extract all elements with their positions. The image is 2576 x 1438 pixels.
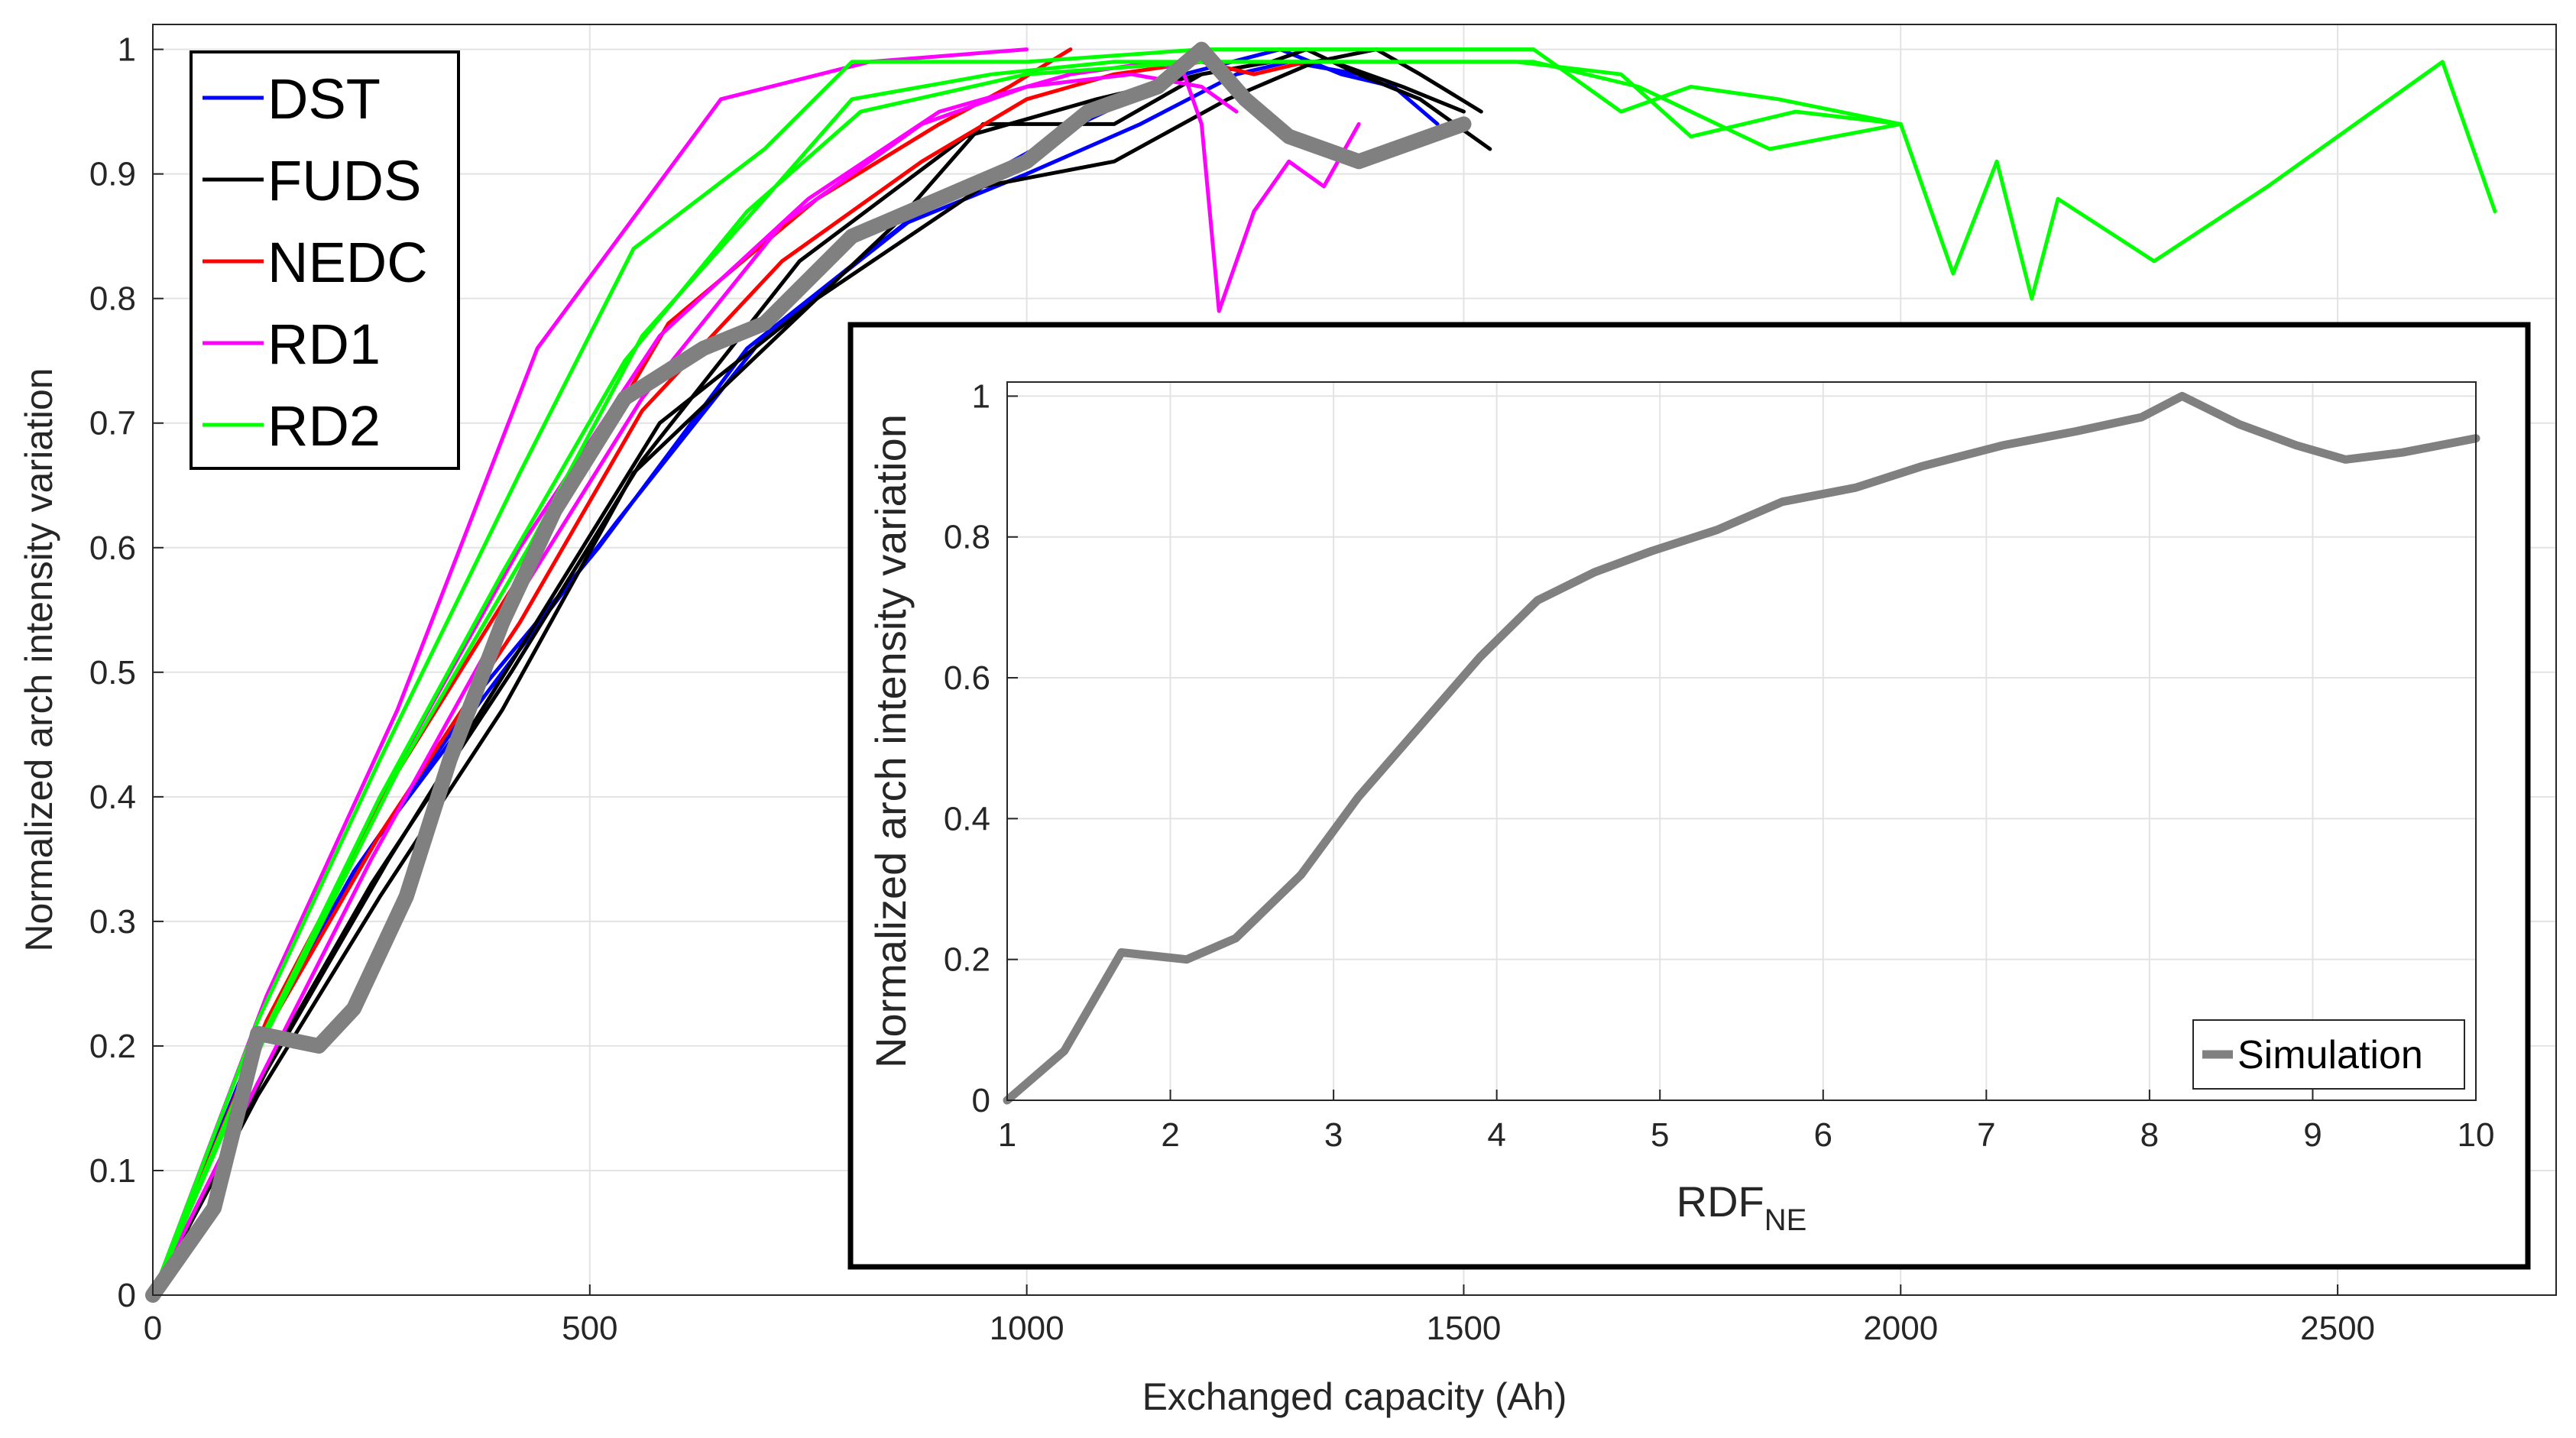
main-series-layer bbox=[145, 41, 2497, 1303]
main-y-tick-label: 0.3 bbox=[89, 903, 136, 941]
inset-y-tick-label: 0.8 bbox=[944, 519, 990, 556]
inset-x-tick-label: 4 bbox=[1487, 1116, 1505, 1154]
main-legend: DST FUDS NEDC RD1 RD2 bbox=[190, 50, 460, 470]
inset-x-axis-label: RDFNE bbox=[1677, 1177, 1807, 1237]
inset-series-layer bbox=[1003, 391, 2480, 1105]
legend-label-fuds: FUDS bbox=[267, 149, 421, 212]
series-line-rd2 bbox=[151, 47, 2497, 1297]
inset-y-tick-label: 0 bbox=[972, 1082, 990, 1119]
legend-label-nedc: NEDC bbox=[267, 231, 428, 294]
inset-x-tick-label: 6 bbox=[1814, 1116, 1832, 1154]
main-x-axis-label: Exchanged capacity (Ah) bbox=[1142, 1375, 1567, 1418]
inset-x-tick-label: 10 bbox=[2458, 1116, 2495, 1154]
main-y-tick-label: 0 bbox=[118, 1277, 136, 1314]
inset-box bbox=[847, 322, 2531, 1270]
inset-y-tick-label: 0.6 bbox=[944, 659, 990, 697]
main-y-tick-label: 0.9 bbox=[89, 156, 136, 193]
main-y-tick-label: 0.2 bbox=[89, 1028, 136, 1065]
inset-x-tick-label: 7 bbox=[1977, 1116, 1995, 1154]
inset-series-line-simulation bbox=[1003, 391, 2480, 1105]
main-x-tick-label: 500 bbox=[562, 1310, 617, 1347]
main-y-axis-label: Normalized arch intensity variation bbox=[18, 368, 60, 951]
main-x-tick-label: 0 bbox=[144, 1310, 162, 1347]
series-line-rd2-2 bbox=[151, 60, 1903, 1297]
series-line-simulation bbox=[145, 41, 1472, 1303]
main-x-tick-label: 2500 bbox=[2300, 1310, 2375, 1347]
main-y-tick-label: 1 bbox=[118, 31, 136, 69]
main-y-tick-label: 0.4 bbox=[89, 779, 136, 816]
main-y-tick-label: 0.8 bbox=[89, 280, 136, 318]
inset-x-tick-label: 5 bbox=[1651, 1116, 1669, 1154]
inset-x-tick-label: 1 bbox=[998, 1116, 1016, 1154]
main-ticks: 0 500 1000 1500 2000 2500 0 0.1 0.2 0.3 0.4 0.5 0.6 0… bbox=[89, 31, 2375, 1347]
inset-x-label-main: RDF bbox=[1677, 1177, 1764, 1226]
legend-label-rd1: RD1 bbox=[267, 313, 381, 376]
inset-x-label-subscript: NE bbox=[1764, 1203, 1807, 1237]
main-y-tick-label: 0.7 bbox=[89, 405, 136, 442]
inset-legend: Simulation bbox=[2192, 1019, 2465, 1090]
main-y-tick-label: 0.5 bbox=[89, 654, 136, 691]
inset-x-tick-label: 3 bbox=[1324, 1116, 1343, 1154]
inset-ticks: 1 2 3 4 5 6 7 8 9 10 0 0.2 0.4 0.6 0.8 1 bbox=[944, 377, 2495, 1154]
legend-label-rd2: RD2 bbox=[267, 394, 381, 458]
inset-y-tick-label: 1 bbox=[972, 377, 990, 415]
inset-y-tick-label: 0.2 bbox=[944, 941, 990, 979]
series-line-rd2-3 bbox=[151, 60, 1903, 1297]
series-line-rd1-3 bbox=[151, 72, 1239, 1297]
inset-x-tick-label: 8 bbox=[2140, 1116, 2159, 1154]
inset-x-tick-label: 2 bbox=[1161, 1116, 1179, 1154]
legend-label-dst: DST bbox=[267, 67, 381, 131]
main-x-tick-label: 1000 bbox=[990, 1310, 1064, 1347]
main-x-tick-label: 1500 bbox=[1427, 1310, 1502, 1347]
inset-plot: 1 2 3 4 5 6 7 8 9 10 0 0.2 0.4 0.6 0.8 1 RDFNE Normaliz… bbox=[847, 322, 2531, 1270]
inset-legend-box bbox=[2192, 1019, 2465, 1090]
main-x-tick-label: 2000 bbox=[1863, 1310, 1938, 1347]
main-plot-frame bbox=[152, 24, 2557, 1296]
inset-legend-label: Simulation bbox=[2237, 1033, 2423, 1077]
main-y-tick-label: 0.1 bbox=[89, 1152, 136, 1190]
main-y-tick-label: 0.6 bbox=[89, 530, 136, 567]
inset-plot-frame bbox=[1006, 381, 2477, 1101]
inset-y-axis-label: Normalized arch intensity variation bbox=[867, 414, 915, 1068]
inset-x-tick-label: 9 bbox=[2303, 1116, 2322, 1154]
inset-y-tick-label: 0.4 bbox=[944, 800, 990, 837]
